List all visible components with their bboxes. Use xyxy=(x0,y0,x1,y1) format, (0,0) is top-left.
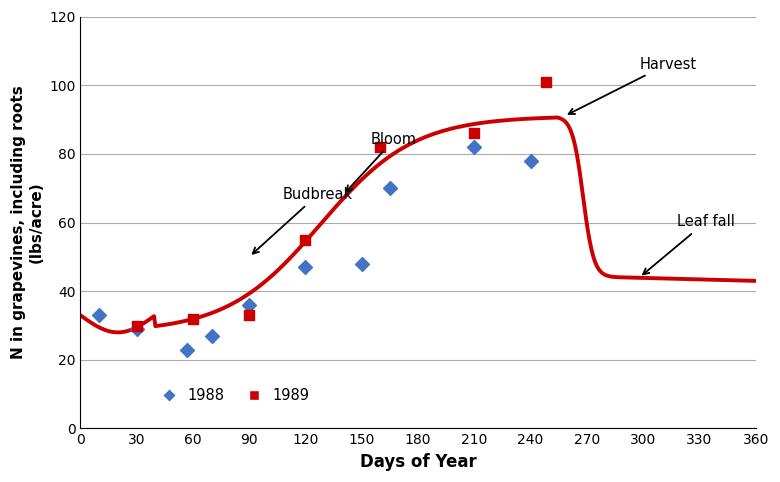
1988 xyxy=(243,301,255,309)
1989 xyxy=(130,321,143,329)
1989 xyxy=(374,143,387,151)
1988 xyxy=(130,325,143,333)
1989 xyxy=(186,315,199,322)
1988 xyxy=(300,263,312,271)
Text: Budbreak: Budbreak xyxy=(253,187,353,254)
X-axis label: Days of Year: Days of Year xyxy=(360,453,477,471)
1988 xyxy=(468,143,480,151)
1988 xyxy=(356,260,368,268)
Text: Bloom: Bloom xyxy=(346,132,417,191)
1988 xyxy=(384,184,396,192)
1988 xyxy=(93,311,105,319)
1989 xyxy=(468,130,480,137)
1988 xyxy=(181,346,193,353)
Text: Harvest: Harvest xyxy=(569,56,697,114)
1988 xyxy=(524,157,537,165)
1989 xyxy=(539,78,551,86)
1988 xyxy=(205,332,218,340)
Y-axis label: N in grapevines, including roots
(lbs/acre): N in grapevines, including roots (lbs/ac… xyxy=(11,86,44,360)
1989 xyxy=(243,311,255,319)
Text: Leaf fall: Leaf fall xyxy=(643,214,735,274)
1989 xyxy=(300,236,312,243)
Legend: 1988, 1989: 1988, 1989 xyxy=(148,382,316,409)
